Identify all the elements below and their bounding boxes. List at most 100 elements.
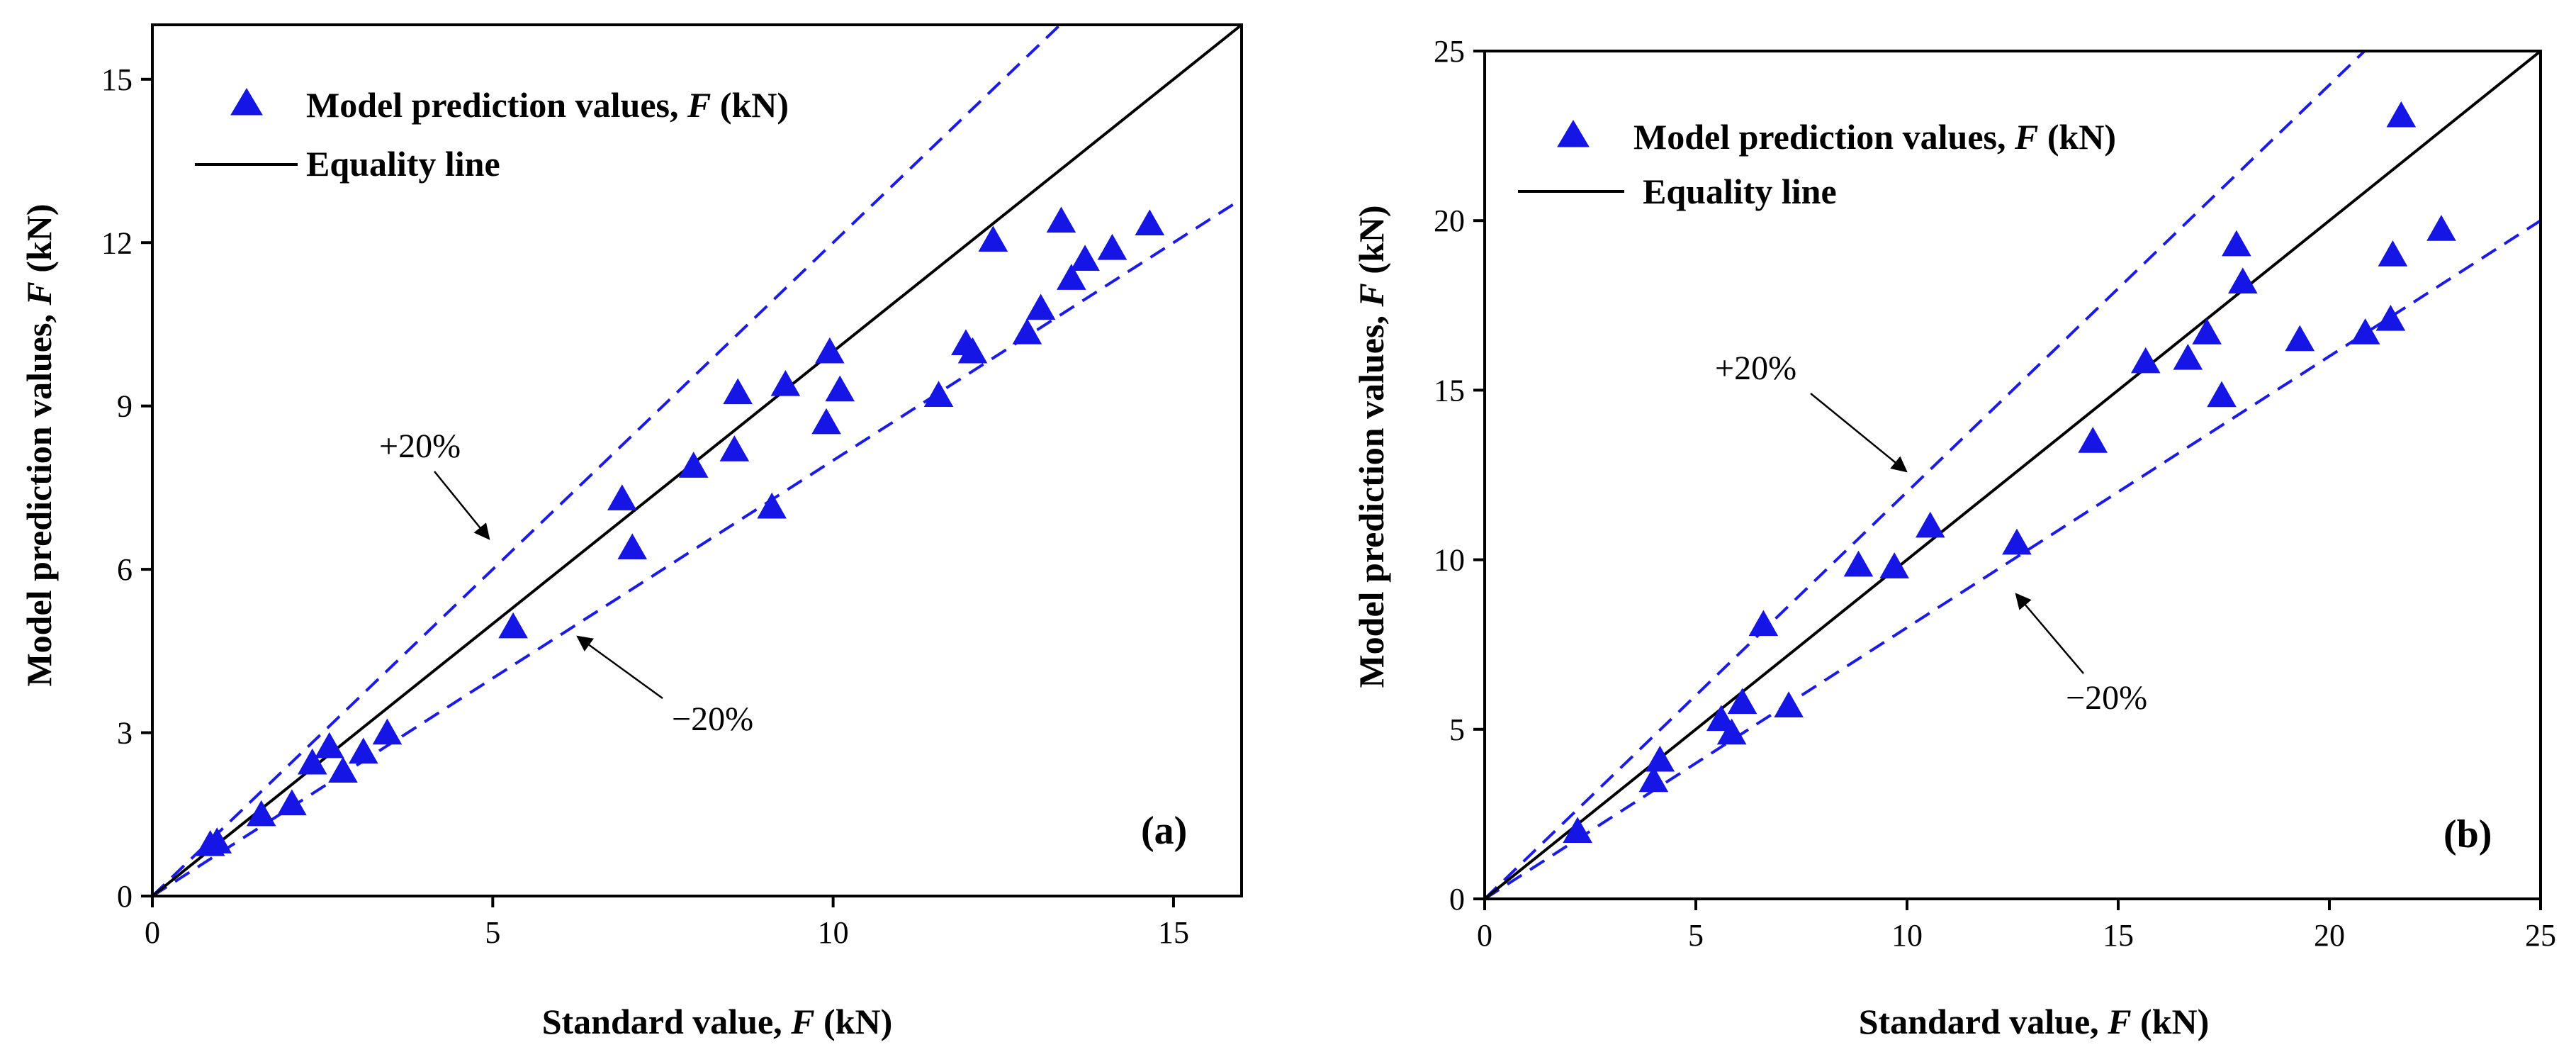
data-point (328, 756, 358, 783)
data-point (2228, 267, 2258, 293)
data-point (1843, 550, 1874, 577)
data-point (678, 452, 709, 478)
panel-b-frame (1483, 50, 2542, 900)
annotation-minus-arrow (576, 635, 663, 700)
y-tick-label: 6 (117, 552, 133, 587)
legend-line-label: Equality line (306, 144, 500, 184)
data-point (2378, 240, 2408, 267)
legend-marker-icon (1557, 120, 1590, 147)
data-point (372, 718, 403, 745)
y-tick-label: 3 (117, 716, 133, 751)
data-point (277, 789, 307, 816)
data-point (978, 225, 1008, 252)
legend-marker-icon (230, 88, 263, 116)
y-tick-label: 12 (101, 225, 133, 260)
data-point (723, 378, 753, 405)
data-point (757, 492, 787, 519)
data-point (1057, 264, 1086, 290)
data-point (957, 337, 988, 364)
x-tick-label: 15 (2103, 918, 2134, 953)
data-point (617, 533, 648, 560)
data-point (246, 800, 276, 827)
minus-20-line (152, 198, 1242, 896)
data-point (923, 381, 954, 407)
panel-a-y-title: Model prediction values, F (kN) (19, 203, 59, 686)
data-point (2426, 215, 2456, 241)
y-tick-label: 5 (1449, 712, 1465, 747)
panel-a-legend: Model prediction values, F (kN) Equality… (195, 85, 789, 184)
legend-marker-label: Model prediction values, F (kN) (306, 85, 789, 125)
data-point (1706, 705, 1736, 732)
data-point (1774, 691, 1804, 717)
panel-a-x-title: Standard value, F (kN) (542, 1002, 893, 1041)
x-tick-label: 25 (2525, 918, 2556, 953)
panel-b-legend: Model prediction values, F (kN) Equality… (1518, 117, 2116, 211)
minus-20-line (1485, 219, 2541, 899)
annotation-plus-20: +20% (1715, 349, 1796, 387)
panel-b-marks: 0 5 10 15 20 25 0 5 10 15 20 25 (1434, 34, 2556, 953)
data-point (1638, 766, 1669, 793)
data-point (2130, 347, 2161, 374)
data-point (1046, 206, 1076, 233)
annotation-plus-arrow (434, 471, 490, 540)
x-tick-label: 20 (2314, 918, 2345, 953)
data-point (348, 737, 378, 764)
data-point (498, 612, 528, 639)
x-tick-label: 10 (1891, 918, 1923, 953)
panel-a-frame (151, 23, 1243, 897)
data-point (202, 827, 232, 854)
annotation-minus-arrow (2015, 593, 2084, 674)
plus-20-line (152, 25, 1062, 896)
y-tick-label: 25 (1434, 34, 1465, 69)
data-point (2285, 325, 2315, 352)
panel-a: 0 5 10 15 0 3 6 9 12 15 Model prediction values, … (19, 23, 1243, 1041)
panel-a-marks: 0 5 10 15 0 3 6 9 12 15 (101, 23, 1243, 950)
panel-b: 0 5 10 15 20 25 0 5 10 15 20 25 Model prediction va… (1351, 34, 2556, 1041)
data-point (815, 337, 845, 364)
panel-b-y-title: Model prediction values, F (kN) (1351, 205, 1391, 688)
data-point (2192, 318, 2222, 345)
data-point (2173, 343, 2203, 370)
panel-a-tag: (a) (1141, 809, 1187, 853)
data-point (1727, 688, 1757, 715)
y-tick-label: 10 (1434, 543, 1465, 578)
data-point (1879, 552, 1909, 578)
y-tick-label: 20 (1434, 203, 1465, 238)
data-point (2386, 101, 2417, 128)
data-point (811, 408, 841, 435)
data-point (1915, 511, 1945, 538)
x-tick-label: 10 (818, 915, 849, 950)
data-point (297, 748, 327, 775)
data-point (2350, 318, 2380, 345)
y-tick-label: 15 (101, 62, 133, 97)
data-point (1135, 209, 1165, 236)
data-point (1716, 718, 1747, 745)
y-tick-label: 0 (1449, 882, 1465, 917)
x-tick-label: 5 (485, 915, 500, 950)
data-point (1748, 610, 1779, 637)
legend-line-label: Equality line (1643, 172, 1837, 211)
data-point (770, 369, 801, 396)
y-tick-label: 15 (1434, 373, 1465, 408)
data-point (2002, 528, 2032, 555)
x-tick-label: 0 (145, 915, 160, 950)
data-point (2078, 427, 2108, 453)
y-tick-label: 0 (117, 879, 133, 914)
data-point (2207, 381, 2237, 408)
annotation-plus-arrow (1810, 393, 1908, 473)
data-point (2375, 304, 2406, 331)
panel-b-tag: (b) (2443, 812, 2492, 856)
x-tick-label: 0 (1477, 918, 1492, 953)
x-tick-label: 15 (1158, 915, 1189, 950)
annotation-plus-20: +20% (379, 427, 461, 465)
data-point (1070, 245, 1100, 271)
data-point (1563, 817, 1592, 843)
x-tick-label: 5 (1688, 918, 1704, 953)
data-point (719, 435, 750, 461)
data-point (607, 484, 637, 510)
data-point (2222, 230, 2251, 257)
data-point (314, 732, 344, 759)
data-point (1645, 745, 1675, 772)
data-point (825, 375, 855, 402)
